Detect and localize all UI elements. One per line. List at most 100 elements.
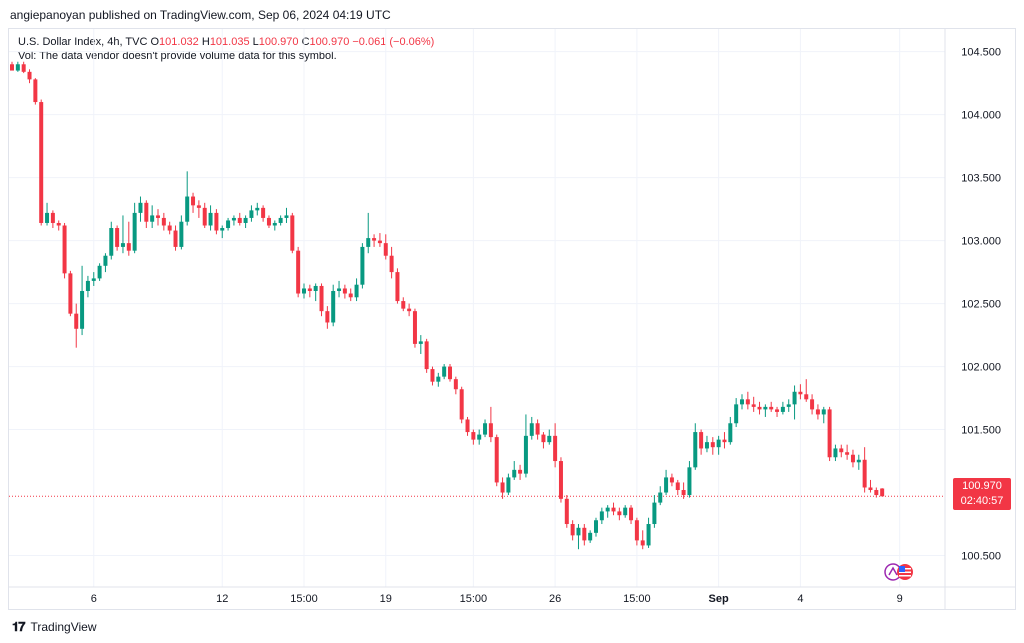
candle-body [523, 435, 528, 474]
candle-body [179, 221, 184, 247]
candle-body [716, 439, 721, 448]
us-flag-icon[interactable] [884, 562, 914, 582]
x-tick-label: 15:00 [460, 593, 488, 605]
x-tick-label: 6 [91, 593, 97, 605]
candle-body [500, 482, 505, 493]
x-tick-label: 4 [797, 593, 803, 605]
candle-body [395, 272, 400, 302]
candle-body [570, 524, 575, 536]
candle-body [453, 379, 458, 390]
candle-body [115, 228, 120, 247]
candle-body [693, 432, 698, 468]
candle-body [862, 459, 867, 488]
y-tick-label: 103.500 [961, 173, 1001, 185]
candle-body [208, 212, 213, 226]
candle-body [325, 311, 330, 323]
candle-body [109, 228, 114, 256]
symbol-label: U.S. Dollar Index, 4h, TVC [18, 36, 148, 48]
candle-body [611, 507, 616, 512]
candle-body [734, 404, 739, 424]
candle-body [103, 255, 108, 266]
candle-body [126, 243, 131, 251]
candle-body [401, 301, 406, 309]
low-value: 100.970 [258, 36, 299, 48]
candle-body [202, 207, 207, 226]
candle-body [56, 222, 61, 226]
candle-body [652, 502, 657, 525]
candle-body [874, 490, 879, 496]
candle-body [722, 439, 727, 443]
candle-body [243, 217, 248, 223]
y-tick-label: 102.000 [961, 362, 1001, 374]
candle-body [249, 210, 254, 218]
candle-body [144, 202, 149, 222]
candle-body [138, 202, 143, 213]
candle-body [792, 391, 797, 405]
candle-body [681, 490, 686, 496]
candle-body [255, 207, 260, 211]
candle-body [868, 487, 873, 491]
candle-body [518, 469, 523, 474]
y-tick-label: 103.000 [961, 236, 1001, 248]
candle-body [506, 477, 511, 493]
candle-body [214, 212, 219, 231]
low-label: L [252, 36, 259, 48]
candle-body [471, 432, 476, 440]
candle-body [833, 448, 838, 458]
candle-body [307, 288, 312, 291]
candle-body [675, 482, 680, 491]
candle-body [337, 288, 342, 291]
candle-body [360, 246, 365, 285]
candle-body [407, 308, 412, 312]
candle-body [272, 222, 277, 226]
candle-body [594, 520, 598, 533]
candle-body [664, 477, 669, 493]
candle-body [763, 406, 768, 410]
tradingview-logo-icon: 𝟏𝟕 [12, 619, 26, 634]
candle-body [372, 238, 377, 241]
candle-body [161, 217, 166, 226]
candle-body [430, 369, 435, 382]
chart-frame [8, 28, 1016, 610]
candle-body [80, 290, 85, 329]
footer-brand[interactable]: 𝟏𝟕 TradingView [12, 619, 97, 635]
candle-body [751, 404, 756, 407]
high-value: 101.035 [209, 36, 250, 48]
candle-body [821, 409, 826, 415]
candle-body [640, 540, 645, 546]
candle-body [290, 215, 295, 251]
candle-body [605, 507, 610, 512]
y-tick-label: 100.500 [961, 551, 1001, 563]
candle-body [576, 527, 581, 536]
candle-body [588, 532, 593, 541]
x-tick-label: Sep [709, 593, 729, 605]
candle-body [173, 230, 178, 247]
candle-body [366, 238, 371, 247]
candle-body [424, 341, 429, 370]
candle-body [564, 498, 569, 525]
candle-body [132, 212, 137, 251]
candle-body [284, 215, 289, 218]
candle-body [553, 435, 558, 462]
candle-body [74, 313, 79, 329]
candle-body [448, 366, 452, 380]
candle-body [827, 409, 832, 458]
candle-body [839, 448, 844, 453]
candle-body [156, 215, 160, 218]
x-tick-label: 26 [549, 593, 561, 605]
candle-body [412, 311, 417, 344]
candle-body [342, 288, 347, 294]
candle-body [150, 215, 155, 222]
candle-body [50, 212, 55, 223]
candle-body [558, 461, 563, 499]
open-value: 101.032 [159, 36, 199, 48]
candle-body [10, 64, 14, 71]
candle-body [85, 280, 90, 291]
candle-body [769, 406, 774, 410]
candle-body [699, 432, 704, 449]
candle-body [191, 196, 196, 206]
candle-body [512, 469, 517, 478]
candle-body [757, 406, 762, 410]
volume-note: Vol: The data vendor doesn't provide vol… [18, 50, 337, 62]
